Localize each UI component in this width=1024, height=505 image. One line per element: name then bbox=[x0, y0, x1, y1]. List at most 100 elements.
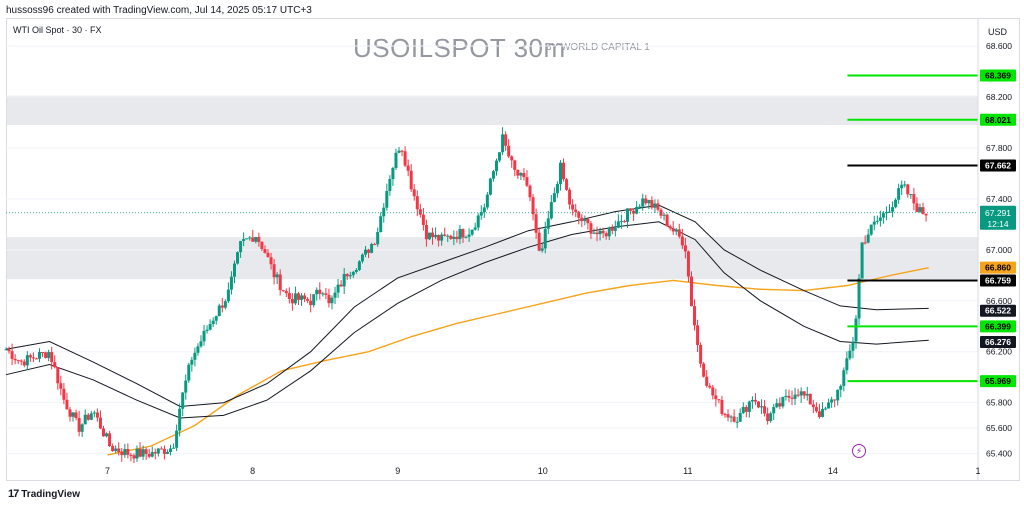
candle-body bbox=[494, 160, 498, 172]
currency-label[interactable]: USD bbox=[988, 27, 1008, 37]
candle-body bbox=[50, 352, 54, 363]
candle-body bbox=[781, 396, 785, 407]
candle-body bbox=[903, 184, 907, 186]
candle-body bbox=[239, 241, 243, 253]
time-axis: 7 8 9 10 11 14 1 bbox=[105, 466, 980, 476]
candle-body bbox=[790, 397, 794, 399]
candle-body bbox=[397, 150, 401, 153]
candle-body bbox=[665, 214, 669, 227]
chart-subtitle: BY WORLD CAPITAL 1 bbox=[545, 42, 650, 53]
candle-body bbox=[498, 152, 502, 161]
candle-body bbox=[683, 245, 687, 252]
candle-body bbox=[187, 364, 191, 381]
candle-body bbox=[863, 242, 867, 244]
candle-body bbox=[586, 218, 590, 224]
candle-body bbox=[537, 232, 541, 251]
candle-body bbox=[449, 235, 453, 239]
candle-body bbox=[223, 301, 227, 308]
band-price-tag: 66.276 bbox=[985, 337, 1011, 347]
candle-body bbox=[598, 230, 602, 235]
candle-body bbox=[290, 298, 294, 304]
candle-body bbox=[464, 236, 468, 238]
level-price-tag-bg bbox=[980, 113, 1016, 126]
candle-body bbox=[562, 162, 566, 180]
candle-body bbox=[741, 407, 745, 413]
candle-body bbox=[211, 320, 215, 325]
candle-body bbox=[625, 208, 629, 222]
candle-body bbox=[123, 448, 127, 456]
envelope-band-line bbox=[5, 204, 929, 408]
candle-body bbox=[202, 331, 206, 342]
candle-body bbox=[814, 407, 818, 412]
candle-body bbox=[699, 345, 703, 364]
lightning-icon[interactable]: ⚡︎ bbox=[852, 444, 866, 458]
candle-body bbox=[272, 264, 276, 278]
candle-body bbox=[479, 212, 483, 216]
candle-body bbox=[34, 358, 38, 360]
candle-body bbox=[778, 403, 782, 407]
candle-body bbox=[71, 412, 75, 417]
symbol-info[interactable]: WTI Oil Spot · 30 · FX bbox=[13, 25, 102, 35]
candle-body bbox=[370, 244, 374, 253]
y-tick-label: 68.200 bbox=[986, 92, 1012, 102]
candle-body bbox=[269, 257, 273, 265]
candle-body bbox=[839, 385, 843, 390]
x-tick-label: 11 bbox=[683, 466, 692, 476]
candle-body bbox=[409, 170, 413, 190]
candle-body bbox=[909, 194, 913, 196]
candle-body bbox=[854, 318, 858, 342]
candle-body bbox=[580, 217, 584, 222]
candle-body bbox=[888, 211, 892, 213]
candle-body bbox=[470, 229, 474, 235]
candle-body bbox=[708, 385, 712, 388]
candle-body bbox=[427, 232, 431, 240]
countdown-tag: 12:14 bbox=[987, 219, 1009, 229]
candle-body bbox=[686, 251, 690, 277]
candle-body bbox=[354, 269, 358, 272]
candle-body bbox=[31, 357, 35, 359]
candle-body bbox=[647, 200, 651, 204]
envelope-band-line bbox=[5, 221, 929, 419]
candle-body bbox=[357, 261, 361, 270]
candle-body bbox=[869, 224, 873, 235]
candle-body bbox=[452, 236, 456, 239]
candle-body bbox=[604, 233, 608, 237]
candle-body bbox=[339, 284, 343, 287]
candle-body bbox=[513, 160, 517, 170]
candle-body bbox=[592, 232, 596, 234]
candle-body bbox=[92, 412, 96, 414]
candle-body bbox=[351, 271, 355, 276]
candle-body bbox=[552, 193, 556, 203]
y-tick-label: 66.600 bbox=[986, 296, 1012, 306]
candle-body bbox=[38, 352, 42, 359]
candle-body bbox=[726, 414, 730, 418]
candle-body bbox=[391, 168, 395, 180]
candle-body bbox=[549, 202, 553, 219]
candle-body bbox=[7, 349, 11, 352]
candle-body bbox=[278, 274, 282, 291]
candle-body bbox=[22, 361, 26, 366]
candle-body bbox=[897, 188, 901, 200]
x-tick-label: 14 bbox=[828, 466, 838, 476]
candle-body bbox=[820, 409, 824, 417]
candle-body bbox=[555, 183, 559, 194]
candle-body bbox=[25, 355, 29, 366]
level-price-tag: 68.369 bbox=[985, 70, 1011, 80]
tradingview-brand[interactable]: 17 TradingView bbox=[8, 488, 80, 500]
candle-body bbox=[696, 325, 700, 346]
candle-body bbox=[89, 413, 93, 420]
candle-body bbox=[373, 244, 377, 246]
candle-body bbox=[900, 184, 904, 189]
candle-body bbox=[918, 207, 922, 212]
candle-body bbox=[458, 229, 462, 240]
candle-body bbox=[866, 234, 870, 243]
candle-body bbox=[571, 204, 575, 210]
candle-body bbox=[348, 275, 352, 277]
level-price-tag-bg bbox=[980, 320, 1016, 333]
candle-body bbox=[385, 190, 389, 208]
candle-body bbox=[476, 215, 480, 228]
candle-body bbox=[19, 360, 23, 362]
candle-body bbox=[236, 252, 240, 264]
candle-body bbox=[589, 223, 593, 234]
